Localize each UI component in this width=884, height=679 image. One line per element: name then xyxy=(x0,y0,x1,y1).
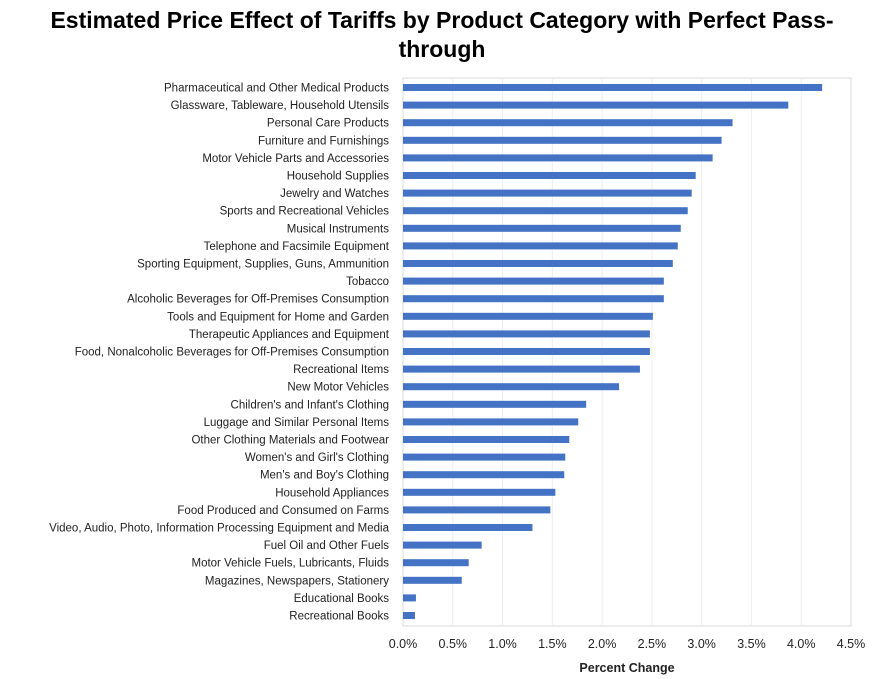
bar xyxy=(403,207,688,215)
category-label: Fuel Oil and Other Fuels xyxy=(264,540,390,552)
category-label: Pharmaceutical and Other Medical Product… xyxy=(164,83,389,95)
category-label: Men's and Boy's Clothing xyxy=(260,470,389,482)
x-tick-label: 0.0% xyxy=(389,637,418,651)
bar xyxy=(403,488,556,496)
bar xyxy=(403,330,650,338)
bar xyxy=(403,172,696,179)
x-tick-label: 4.0% xyxy=(787,637,816,651)
x-tick-label: 2.0% xyxy=(588,637,617,651)
category-label: Alcoholic Beverages for Off-Premises Con… xyxy=(127,294,389,306)
x-tick-label: 3.5% xyxy=(737,637,766,651)
bar xyxy=(403,260,673,267)
x-tick-label: 1.5% xyxy=(538,637,567,651)
category-label: Telephone and Facsimile Equipment xyxy=(204,241,390,253)
category-label: Furniture and Furnishings xyxy=(258,135,389,147)
category-label: Other Clothing Materials and Footwear xyxy=(191,435,389,447)
category-label: Recreational Items xyxy=(293,364,389,376)
category-label: Household Supplies xyxy=(287,171,390,183)
category-label: Motor Vehicle Fuels, Lubricants, Fluids xyxy=(191,558,389,570)
category-label: Educational Books xyxy=(294,593,390,605)
category-label: Glassware, Tableware, Household Utensils xyxy=(171,100,390,112)
bar xyxy=(403,277,664,285)
bar xyxy=(403,524,533,531)
category-label: Magazines, Newspapers, Stationery xyxy=(205,575,389,587)
chart-title: Estimated Price Effect of Tariffs by Pro… xyxy=(0,6,884,64)
bar xyxy=(403,189,692,197)
category-label: New Motor Vehicles xyxy=(287,382,389,394)
bar xyxy=(403,559,469,567)
bar xyxy=(403,471,565,479)
bar xyxy=(403,541,482,549)
category-label: Sports and Recreational Vehicles xyxy=(220,206,390,218)
bar xyxy=(403,383,620,391)
category-labels: Pharmaceutical and Other Medical Product… xyxy=(49,83,390,623)
category-label: Luggage and Similar Personal Items xyxy=(204,417,390,429)
bar xyxy=(403,594,416,602)
bar xyxy=(403,436,570,443)
category-label: Personal Care Products xyxy=(267,118,389,130)
category-label: Food, Nonalcoholic Beverages for Off-Pre… xyxy=(75,347,389,359)
bar xyxy=(403,242,678,250)
bar xyxy=(403,101,789,109)
category-label: Recreational Books xyxy=(289,611,389,623)
category-label: Jewelry and Watches xyxy=(280,188,389,200)
category-label: Women's and Girl's Clothing xyxy=(245,452,389,464)
x-axis-title: Percent Change xyxy=(579,661,674,675)
category-label: Video, Audio, Photo, Information Process… xyxy=(49,523,389,535)
x-tick-label: 4.5% xyxy=(837,637,866,651)
bar xyxy=(403,136,722,144)
chart-title-line-2: through xyxy=(398,36,486,62)
category-label: Sporting Equipment, Supplies, Guns, Ammu… xyxy=(137,259,389,271)
x-axis-ticks: 0.0% 0.5% 1.0% 1.5% 2.0% 2.5% 3.0% 3.5% 4.0% 4.5% xyxy=(389,637,866,651)
x-tick-label: 1.0% xyxy=(488,637,517,651)
bar xyxy=(403,418,579,426)
bar xyxy=(403,506,551,514)
x-tick-label: 0.5% xyxy=(439,637,468,651)
bar xyxy=(403,348,650,355)
bar xyxy=(403,119,733,127)
x-tick-label: 3.0% xyxy=(687,637,716,651)
bar xyxy=(403,312,653,320)
category-label: Therapeutic Appliances and Equipment xyxy=(189,329,390,341)
bar xyxy=(403,576,462,584)
category-label: Musical Instruments xyxy=(287,223,390,235)
category-label: Household Appliances xyxy=(275,487,389,499)
bar xyxy=(403,612,415,619)
bar xyxy=(403,224,681,232)
category-label: Food Produced and Consumed on Farms xyxy=(177,505,389,517)
bar xyxy=(403,400,587,408)
x-tick-label: 2.5% xyxy=(638,637,667,651)
category-label: Tools and Equipment for Home and Garden xyxy=(167,311,389,323)
chart-title-line-1: Estimated Price Effect of Tariffs by Pro… xyxy=(50,7,834,33)
bar xyxy=(403,295,664,303)
bars xyxy=(403,84,823,619)
bar xyxy=(403,84,823,91)
category-label: Children's and Infant's Clothing xyxy=(231,399,389,411)
category-label: Tobacco xyxy=(346,276,389,288)
category-label: Motor Vehicle Parts and Accessories xyxy=(202,153,389,165)
bar xyxy=(403,154,713,162)
bar xyxy=(403,453,566,461)
bar xyxy=(403,365,640,373)
